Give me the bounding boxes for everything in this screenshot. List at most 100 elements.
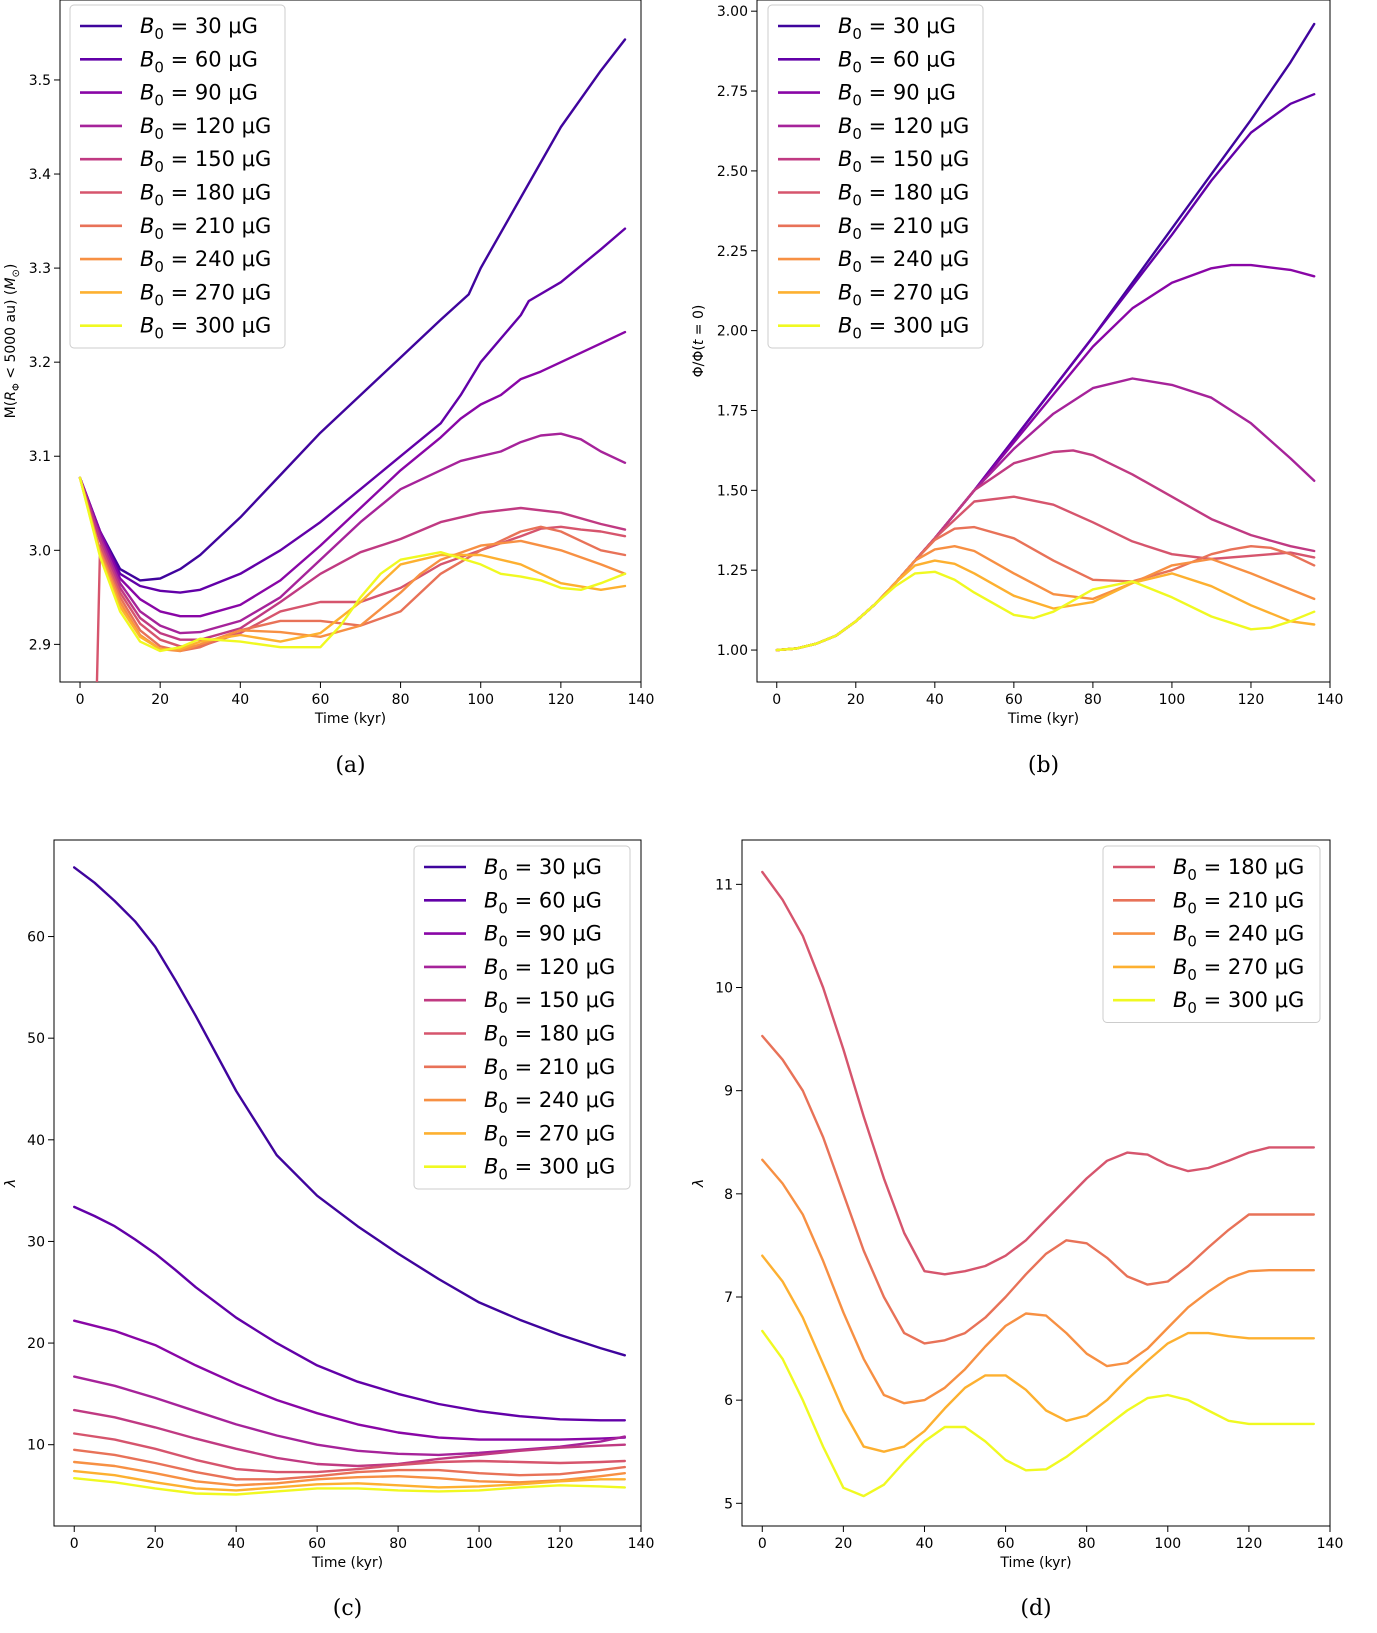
legend-entry: B0 = 150 μG	[484, 988, 615, 1017]
legend-box	[1102, 845, 1321, 1023]
legend-entry: B0 = 90 μG	[484, 922, 602, 951]
legend-entry: B0 = 270 μG	[838, 280, 969, 309]
y-tick-label: 8	[724, 1187, 733, 1203]
y-tick-label: 7	[724, 1290, 733, 1306]
legend-entry: B0 = 180 μG	[1173, 855, 1304, 884]
series-line-0	[761, 870, 1316, 1276]
series-line-9	[78, 476, 627, 653]
y-axis-label: M(RΦ < 5000 au) (M⊙)	[3, 264, 22, 419]
y-tick-label: 2.9	[29, 637, 51, 653]
x-tick-label: 20	[146, 1536, 164, 1552]
x-tick-label: 80	[1078, 1536, 1096, 1552]
series-line-5	[95, 525, 627, 682]
series-line-3	[78, 432, 627, 635]
x-tick-label: 140	[628, 1536, 655, 1552]
y-tick-label: 1.25	[717, 563, 748, 579]
x-tick-label: 120	[1236, 1536, 1263, 1552]
y-tick-label: 3.1	[29, 449, 51, 465]
legend-entry: B0 = 240 μG	[140, 247, 271, 276]
x-tick-label: 20	[151, 692, 169, 708]
x-axis-label: Time (kyr)	[1007, 711, 1079, 727]
y-tick-label: 6	[724, 1393, 733, 1409]
y-tick-label: 10	[715, 981, 733, 997]
x-tick-label: 80	[392, 692, 410, 708]
series-line-0	[78, 38, 627, 582]
series-line-6	[78, 476, 627, 653]
x-tick-label: 60	[312, 692, 330, 708]
panel-caption: (a)	[335, 753, 365, 778]
legend-entry: B0 = 210 μG	[484, 1055, 615, 1084]
x-tick-label: 100	[466, 1536, 493, 1552]
legend-entry: B0 = 30 μG	[140, 14, 258, 43]
legend-entry: B0 = 210 μG	[838, 214, 969, 243]
y-tick-label: 60	[27, 930, 45, 946]
x-tick-label: 100	[467, 692, 494, 708]
legend-entry: B0 = 90 μG	[838, 81, 956, 110]
legend-box	[767, 4, 984, 349]
legend-entry: B0 = 150 μG	[838, 147, 969, 176]
legend-entry: B0 = 300 μG	[140, 314, 271, 343]
series-line-1	[72, 1205, 626, 1422]
legend: B0 = 30 μG B0 = 60 μG B0 = 90 μG B0 = 120 μ…	[413, 845, 631, 1190]
legend-entry: B0 = 300 μG	[838, 314, 969, 343]
x-axis-label: Time (kyr)	[999, 1555, 1071, 1571]
legend-entry: B0 = 30 μG	[838, 14, 956, 43]
legend: B0 = 30 μG B0 = 60 μG B0 = 90 μG B0 = 120 μ…	[69, 4, 286, 349]
series-line-4	[78, 476, 627, 641]
x-tick-label: 0	[70, 1536, 79, 1552]
legend-entry: B0 = 120 μG	[838, 114, 969, 143]
x-tick-label: 20	[834, 1536, 852, 1552]
plot-frame	[59, 0, 642, 683]
y-tick-label: 20	[27, 1336, 45, 1352]
legend-entry: B0 = 210 μG	[140, 214, 271, 243]
y-tick-label: 3.00	[717, 4, 748, 20]
x-tick-label: 40	[231, 692, 249, 708]
x-tick-label: 60	[308, 1536, 326, 1552]
series-line-4	[761, 1329, 1316, 1498]
y-tick-label: 2.25	[717, 244, 748, 260]
x-tick-label: 100	[1154, 1536, 1181, 1552]
x-tick-label: 0	[772, 692, 781, 708]
legend-entry: B0 = 300 μG	[484, 1155, 615, 1184]
y-tick-label: 10	[27, 1438, 45, 1454]
series-line-6	[775, 525, 1316, 652]
series-line-2	[761, 1158, 1316, 1405]
legend-entry: B0 = 60 μG	[140, 47, 258, 76]
series-line-9	[775, 570, 1316, 652]
y-tick-label: 9	[724, 1084, 733, 1100]
x-tick-label: 140	[1317, 1536, 1344, 1552]
series-line-8	[72, 1469, 626, 1492]
series-line-3	[72, 1375, 626, 1457]
series-line-2	[78, 330, 627, 618]
plot-frame	[741, 839, 1331, 1527]
x-axis-label: Time (kyr)	[314, 711, 386, 727]
x-tick-label: 120	[547, 692, 574, 708]
y-tick-label: 1.50	[717, 483, 748, 499]
legend-entry: B0 = 300 μG	[1173, 988, 1304, 1017]
legend-entry: B0 = 150 μG	[140, 147, 271, 176]
legend: B0 = 180 μG B0 = 210 μG B0 = 240 μG B0 = 27…	[1102, 845, 1321, 1023]
series-line-5	[72, 1432, 626, 1474]
series-line-8	[775, 559, 1316, 652]
legend-entry: B0 = 180 μG	[838, 181, 969, 210]
legend-entry: B0 = 240 μG	[838, 247, 969, 276]
legend-entry: B0 = 180 μG	[140, 181, 271, 210]
legend-entry: B0 = 210 μG	[1173, 888, 1304, 917]
x-tick-label: 0	[758, 1536, 767, 1552]
series-line-6	[72, 1448, 626, 1481]
legend-box	[413, 845, 631, 1190]
y-axis-label: λ	[691, 1179, 707, 1188]
legend: B0 = 30 μG B0 = 60 μG B0 = 90 μG B0 = 120 μ…	[767, 4, 984, 349]
series-line-8	[78, 476, 627, 651]
x-tick-label: 40	[926, 692, 944, 708]
x-tick-label: 140	[1317, 692, 1344, 708]
chart-panel-1: 0 20 40 60 80 100 120 140 1.00 1.25 1.50 1.75 2.00 2.…	[691, 0, 1343, 778]
y-tick-label: 2.50	[717, 164, 748, 180]
legend-entry: B0 = 270 μG	[1173, 955, 1304, 984]
panel-caption: (c)	[333, 1596, 363, 1621]
y-tick-label: 3.5	[29, 73, 51, 89]
chart-panel-2: 0 20 40 60 80 100 120 140 10 20 30 40 50 60 Time (kyr)…	[3, 839, 655, 1621]
x-tick-label: 60	[1005, 692, 1023, 708]
y-tick-label: 2.75	[717, 84, 748, 100]
